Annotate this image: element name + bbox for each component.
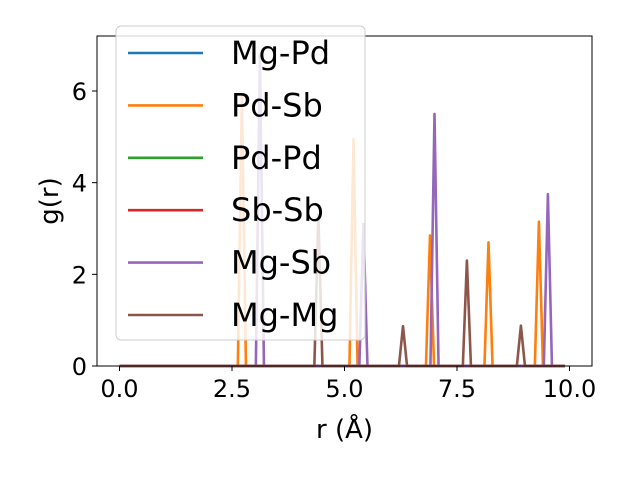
- legend-label: Sb-Sb: [231, 191, 324, 229]
- x-axis-label: r (Å): [316, 413, 373, 445]
- legend-box: [115, 25, 366, 341]
- y-tick-label: 6: [72, 78, 87, 106]
- legend: Mg-Pd Pd-Sb Pd-Pd Sb-Sb Mg-Sb Mg-Mg: [115, 25, 366, 341]
- x-tick-label: 10.0: [543, 375, 596, 403]
- legend-label: Mg-Mg: [231, 296, 338, 334]
- legend-label: Pd-Pd: [231, 139, 322, 177]
- y-axis-label: g(r): [35, 177, 65, 224]
- x-ticks: 0.0 2.5 5.0 7.5 10.0: [100, 366, 596, 403]
- y-tick-label: 2: [72, 261, 87, 289]
- y-tick-label: 0: [72, 353, 87, 381]
- legend-label: Mg-Sb: [231, 244, 331, 282]
- x-tick-label: 7.5: [438, 375, 476, 403]
- y-tick-label: 4: [72, 170, 87, 198]
- x-tick-label: 0.0: [100, 375, 138, 403]
- legend-label: Pd-Sb: [231, 86, 323, 124]
- x-tick-label: 2.5: [213, 375, 251, 403]
- y-ticks: 0 2 4 6: [72, 78, 97, 381]
- legend-label: Mg-Pd: [231, 34, 330, 72]
- x-tick-label: 5.0: [325, 375, 363, 403]
